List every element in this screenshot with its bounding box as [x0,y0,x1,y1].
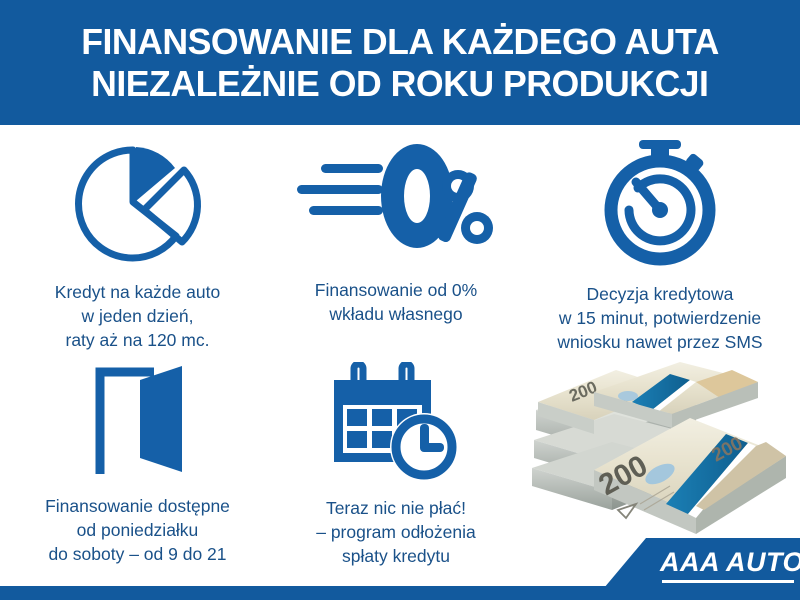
caption-line-1: Kredyt na każde auto [54,282,221,302]
caption-line-3: do soboty – od 9 do 21 [48,544,227,564]
open-door-icon [95,366,182,474]
money-bundle-top [594,362,758,428]
caption-line-2: od poniedziałku [76,520,199,540]
zero-percent-icon [297,144,493,248]
feature-caption: Teraz nic nie płać! – program odłożenia … [316,496,476,568]
feature-item-zero-percent-down-payment: Finansowanie od 0% wkładu własnego [272,140,520,326]
feature-caption: Finansowanie od 0% wkładu własnego [315,278,477,326]
money-banknote-stacks-photo: 200 [520,358,800,548]
stopwatch-icon [604,140,716,266]
footer-band [0,586,800,600]
feature-item-deferred-payment: Teraz nic nie płać! – program odłożenia … [272,362,520,568]
caption-line-1: Teraz nic nie płać! [325,498,467,518]
caption-line-3: spłaty kredytu [342,546,450,566]
caption-line-1: Decyzja kredytowa [586,284,734,304]
caption-line-3: wniosku nawet przez SMS [557,332,763,352]
logo-underline [662,580,794,583]
caption-line-1: Finansowanie od 0% [314,280,478,300]
banknote-stacks-illustration: 200 [532,362,786,534]
calendar-clock-icon-wrapper [326,362,466,486]
header-line-1: FINANSOWANIE DLA KAŻDEGO AUTA [81,20,719,62]
open-door-icon-wrapper [78,362,198,482]
caption-line-1: Finansowanie dostępne [45,496,230,516]
logo-text: AAA AUTO [660,547,800,577]
zero-percent-icon-wrapper [291,140,501,258]
header-line-2: NIEZALEŻNIE OD ROKU PRODUKCJI [91,62,709,104]
feature-caption: Kredyt na każde auto w jeden dzień, raty… [55,280,220,352]
aaa-auto-logo[interactable]: AAA AUTO [604,538,800,588]
pie-chart-icon-wrapper [70,140,206,268]
calendar-clock-icon [334,362,458,481]
banner-header: FINANSOWANIE DLA KAŻDEGO AUTA NIEZALEŻNI… [0,0,800,125]
caption-line-2: w jeden dzień, [81,306,194,326]
feature-caption: Finansowanie dostępne od poniedziałku do… [45,494,230,566]
feature-caption: Decyzja kredytowa w 15 minut, potwierdze… [557,282,762,354]
money-bundle-front: 200 200 [593,418,786,534]
feature-item-credit-for-every-car: Kredyt na każde auto w jeden dzień, raty… [5,140,270,352]
caption-line-3: raty aż na 120 mc. [65,330,210,350]
feature-item-opening-hours: Finansowanie dostępne od poniedziałku do… [5,362,270,566]
caption-line-2: – program odłożenia [316,522,476,542]
caption-line-2: wkładu własnego [329,304,463,324]
logo-shape [604,538,800,588]
feature-item-credit-decision-15-min: Decyzja kredytowa w 15 minut, potwierdze… [520,140,800,354]
pie-chart-icon [74,146,201,262]
caption-line-2: w 15 minut, potwierdzenie [558,308,762,328]
stopwatch-icon-wrapper [595,140,725,268]
